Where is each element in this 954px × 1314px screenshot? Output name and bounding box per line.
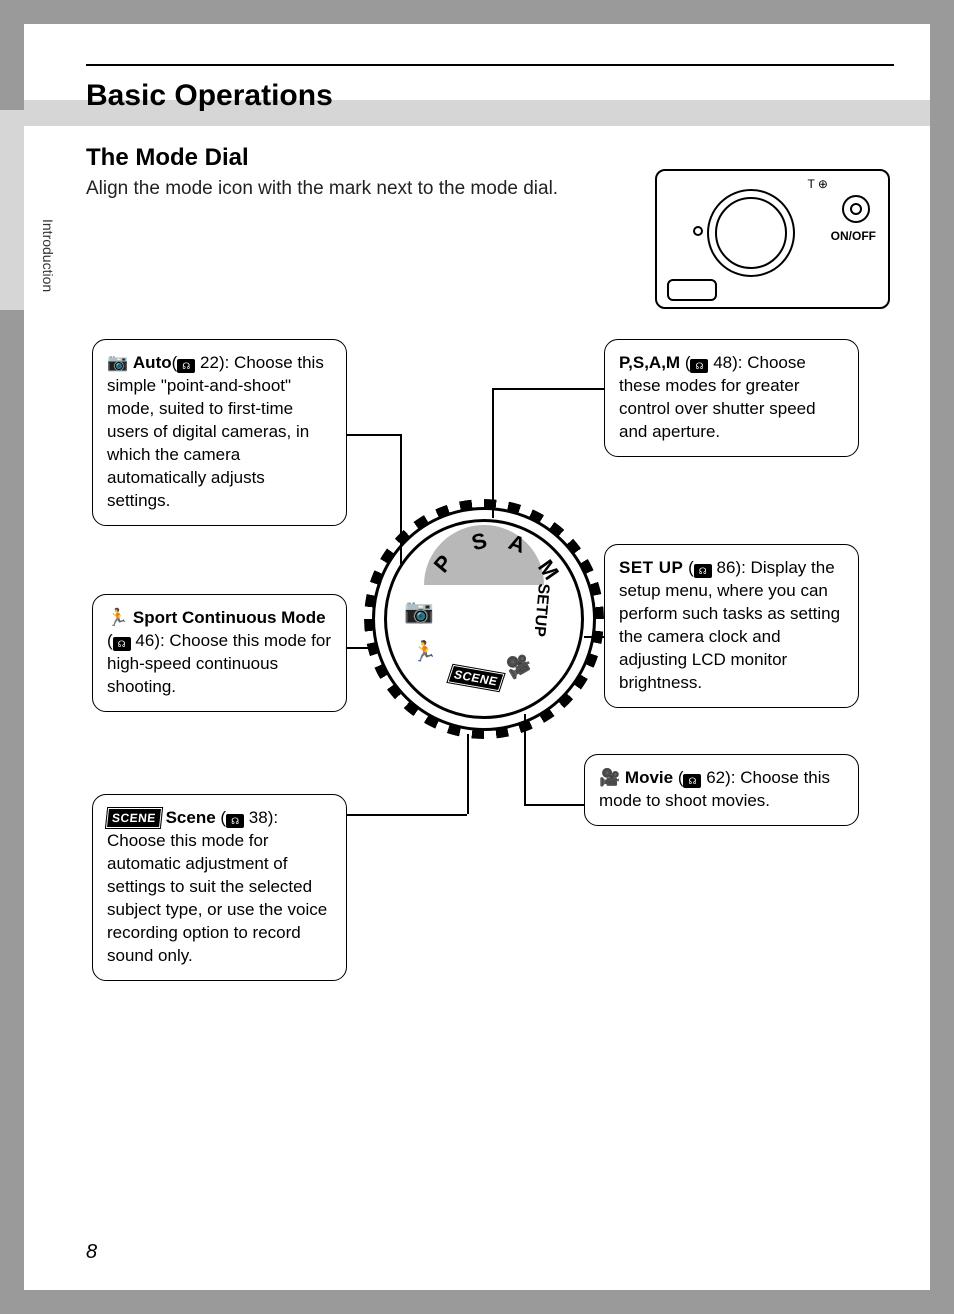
leader-line (524, 804, 584, 806)
leader-line (347, 434, 402, 436)
callout-scene: SCENE Scene ( 38): Choose this mode for … (92, 794, 347, 981)
callout-pasm: P,S,A,M ( 48): Choose these modes for gr… (604, 339, 859, 457)
leader-line (347, 647, 375, 649)
callout-auto-ref: 22 (200, 353, 219, 372)
power-label: ON/OFF (831, 229, 876, 243)
callout-movie-label: Movie (625, 768, 673, 787)
movie-icon: 🎥 (599, 768, 620, 787)
ref-icon (177, 359, 195, 373)
ref-icon (694, 564, 712, 578)
leader-line (492, 388, 604, 390)
dial-auto-icon: 📷 (404, 597, 434, 626)
leader-line (400, 434, 402, 564)
page-title: Basic Operations (86, 79, 333, 113)
ref-icon (690, 359, 708, 373)
zoom-label: T ⊕ (807, 177, 828, 191)
ref-icon (683, 774, 701, 788)
thumb-dial (707, 189, 795, 277)
callout-scene-label: Scene (166, 808, 216, 827)
callout-sport: 🏃 Sport Continuous Mode ( 46): Choose th… (92, 594, 347, 712)
callout-auto: 📷 Auto( 22): Choose this simple "point-a… (92, 339, 347, 526)
power-button-icon (842, 195, 870, 223)
dial-sport-icon: 🏃 (412, 639, 437, 664)
leader-line (584, 636, 604, 638)
leader-line (492, 388, 494, 518)
callout-setup: SET UP ( 86): Display the setup menu, wh… (604, 544, 859, 708)
scene-badge-icon: SCENE (106, 808, 162, 828)
callout-setup-label: SET UP (619, 558, 683, 577)
thumb-dial-mark (693, 226, 703, 236)
leader-line (347, 814, 467, 816)
page-number: 8 (86, 1241, 97, 1264)
leader-line (467, 734, 469, 814)
callout-setup-text: ): Display the setup menu, where you can… (619, 558, 840, 692)
section-title: The Mode Dial (86, 144, 249, 172)
ref-icon (226, 814, 244, 828)
callout-pasm-label: P,S,A,M (619, 353, 680, 372)
margin-tab (0, 110, 24, 310)
section-instruction: Align the mode icon with the mark next t… (86, 176, 580, 202)
callout-movie: 🎥 Movie ( 62): Choose this mode to shoot… (584, 754, 859, 826)
callout-sport-label: Sport Continuous Mode (133, 608, 326, 627)
side-tab-label: Introduction (40, 219, 56, 292)
rule-top (86, 64, 894, 66)
callout-auto-label: Auto (133, 353, 172, 372)
callout-pasm-ref: 48 (713, 353, 732, 372)
ref-icon (113, 637, 131, 651)
callout-auto-text: ): Choose this simple "point-and-shoot" … (107, 353, 324, 510)
callout-setup-ref: 86 (717, 558, 736, 577)
callout-scene-ref: 38 (249, 808, 268, 827)
page: Basic Operations The Mode Dial Align the… (24, 24, 930, 1290)
callout-sport-ref: 46 (135, 631, 154, 650)
camera-icon: 📷 (107, 353, 128, 372)
camera-thumbnail: T ⊕ ON/OFF (655, 169, 890, 309)
sport-icon: 🏃 (107, 608, 128, 627)
leader-line (524, 714, 526, 804)
callout-movie-ref: 62 (706, 768, 725, 787)
thumb-grip (667, 279, 717, 301)
callout-scene-text: ): Choose this mode for automatic adjust… (107, 808, 327, 965)
